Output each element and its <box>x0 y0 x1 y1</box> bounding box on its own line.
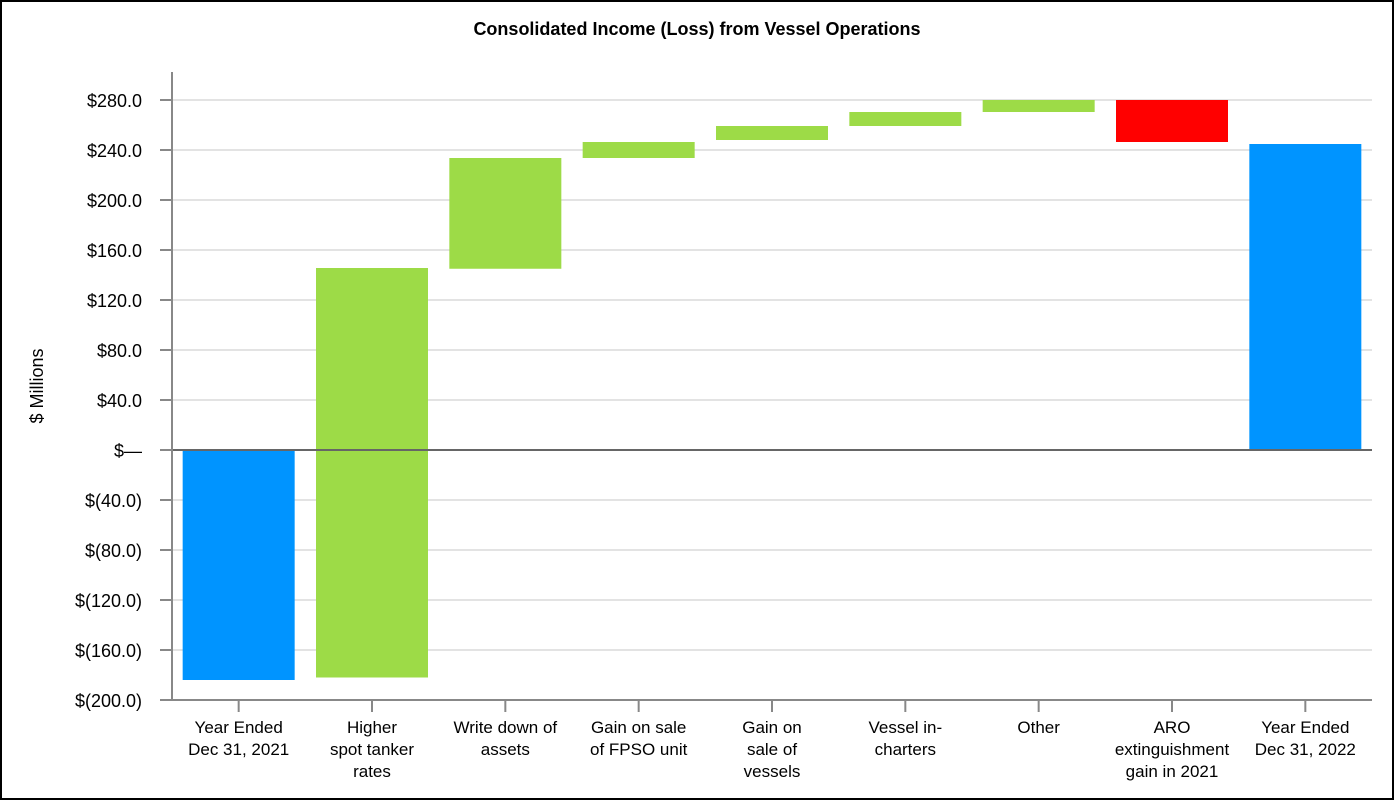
x-tick-label-line: Dec 31, 2022 <box>1255 740 1356 759</box>
bar-increase <box>849 112 962 126</box>
x-tick-label-line: vessels <box>744 762 801 781</box>
y-axis-label: $ Millions <box>27 348 47 423</box>
bar-increase <box>716 126 828 140</box>
x-tick-label-line: Other <box>1017 718 1060 737</box>
x-tick-label: ARO extinguishment gain in 2021 <box>1115 718 1230 781</box>
bar-increase <box>582 142 695 158</box>
x-tick-label-line: spot tanker <box>330 740 414 759</box>
x-tick-label-line: gain in 2021 <box>1126 762 1219 781</box>
y-tick-label: $(120.0) <box>75 591 142 611</box>
bar-total <box>182 450 295 680</box>
x-tick-label-line: sale of <box>747 740 797 759</box>
x-tick-label-line: assets <box>481 740 530 759</box>
x-tick-label-line: Gain on <box>742 718 802 737</box>
y-tick-label: $— <box>114 441 142 461</box>
bar-increase <box>316 268 428 678</box>
x-tick-label-line: of FPSO unit <box>590 740 688 759</box>
x-tick-label-line: ARO <box>1154 718 1191 737</box>
y-tick-label: $(160.0) <box>75 641 142 661</box>
x-tick-label: Gain on sale of vessels <box>742 718 802 781</box>
y-tick-label: $40.0 <box>97 391 142 411</box>
y-tick-label: $280.0 <box>87 91 142 111</box>
x-tick-label: Other <box>1017 718 1060 737</box>
x-tick-label-line: Year Ended <box>195 718 283 737</box>
x-tick-label: Gain on sale of FPSO unit <box>590 718 688 759</box>
x-tick-label-line: rates <box>353 762 391 781</box>
y-tick-label: $80.0 <box>97 341 142 361</box>
x-tick-label: Write down of assets <box>454 718 558 759</box>
x-tick-label-line: Higher <box>347 718 397 737</box>
x-tick-label-line: Vessel in- <box>868 718 942 737</box>
x-tick-label-line: Gain on sale <box>591 718 686 737</box>
y-tick-label: $(80.0) <box>85 541 142 561</box>
bar-decrease <box>1116 100 1228 142</box>
x-tick-label-line: charters <box>875 740 936 759</box>
x-tick-label: Year Ended Dec 31, 2022 <box>1255 718 1356 759</box>
y-tick-label: $(40.0) <box>85 491 142 511</box>
y-tick-label: $160.0 <box>87 241 142 261</box>
y-tick-label: $(200.0) <box>75 691 142 711</box>
y-tick-label: $120.0 <box>87 291 142 311</box>
y-tick-label: $240.0 <box>87 141 142 161</box>
x-tick-label: Vessel in-charters <box>868 718 942 759</box>
bar-increase <box>449 158 562 269</box>
bar-increase <box>982 100 1095 112</box>
y-tick-label: $200.0 <box>87 191 142 211</box>
chart-title: Consolidated Income (Loss) from Vessel O… <box>473 19 920 39</box>
x-tick-label-line: Dec 31, 2021 <box>188 740 289 759</box>
x-tick-label-line: extinguishment <box>1115 740 1230 759</box>
x-tick-label: Higher spot tanker rates <box>330 718 414 781</box>
bar-total <box>1249 144 1362 450</box>
x-tick-label-line: Write down of <box>454 718 558 737</box>
x-tick-label: Year Ended Dec 31, 2021 <box>188 718 289 759</box>
x-tick-label-line: Year Ended <box>1261 718 1349 737</box>
